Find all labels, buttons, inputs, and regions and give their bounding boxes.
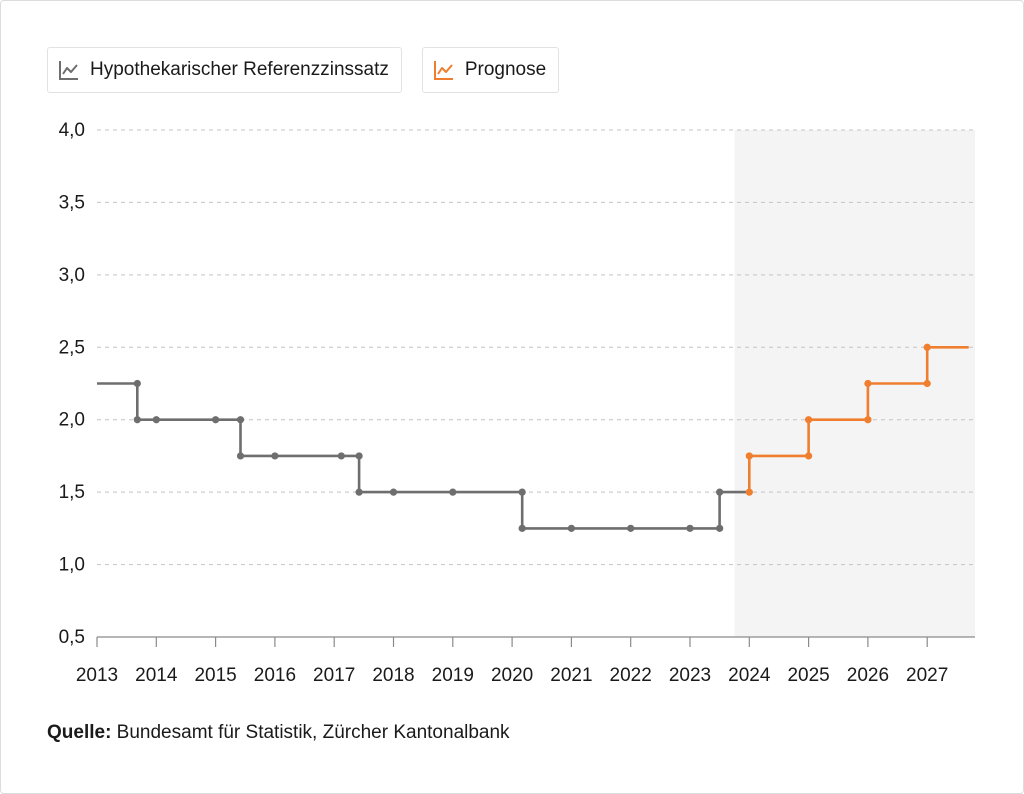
data-point — [518, 488, 526, 496]
x-tick-label: 2017 — [313, 665, 355, 686]
data-point — [567, 524, 576, 532]
x-tick-label: 2018 — [372, 665, 414, 686]
y-tick-label: 4,0 — [59, 120, 85, 141]
x-tick-label: 2020 — [491, 665, 533, 686]
data-point — [133, 379, 141, 388]
data-point — [355, 488, 363, 496]
data-point — [627, 524, 635, 532]
data-point — [745, 452, 753, 460]
y-tick-label: 3,0 — [59, 265, 85, 286]
y-tick-label: 0,5 — [59, 627, 85, 648]
x-tick-label: 2014 — [135, 665, 178, 686]
y-tick-label: 1,0 — [59, 555, 85, 576]
forecast-band — [734, 130, 975, 637]
data-point — [518, 524, 526, 532]
line-chart-icon — [58, 59, 80, 81]
data-point — [805, 452, 813, 460]
data-point — [133, 416, 141, 424]
x-tick-label: 2016 — [254, 665, 296, 686]
legend-label-reference-rate: Hypothekarischer Referenzzinssatz — [90, 59, 389, 80]
data-point — [923, 379, 931, 388]
data-point — [152, 416, 160, 424]
x-tick-label: 2022 — [610, 665, 652, 686]
data-point — [449, 488, 457, 496]
y-tick-label: 3,5 — [59, 192, 85, 213]
x-tick-label: 2021 — [550, 665, 592, 686]
data-point — [864, 416, 872, 424]
x-tick-label: 2019 — [432, 665, 474, 686]
x-tick-label: 2025 — [787, 665, 829, 686]
line-chart-icon — [433, 59, 455, 81]
data-point — [745, 488, 753, 496]
y-tick-label: 2,5 — [59, 337, 85, 358]
x-tick-label: 2013 — [76, 665, 118, 686]
x-tick-label: 2026 — [847, 665, 889, 686]
x-tick-label: 2023 — [669, 665, 711, 686]
legend: Hypothekarischer Referenzzinssatz Progno… — [47, 47, 560, 93]
legend-item-reference-rate[interactable]: Hypothekarischer Referenzzinssatz — [47, 47, 402, 93]
data-point — [923, 343, 931, 351]
data-point — [716, 488, 724, 496]
source-label: Quelle: — [47, 722, 112, 743]
y-tick-label: 2,0 — [59, 410, 85, 431]
data-point — [236, 416, 245, 424]
data-point — [686, 524, 694, 532]
data-point — [337, 452, 345, 460]
data-point — [236, 452, 245, 460]
data-point — [271, 452, 279, 460]
source-note: Quelle: Bundesamt für Statistik, Zürcher… — [47, 722, 510, 744]
source-text: Bundesamt für Statistik, Zürcher Kantona… — [111, 722, 510, 743]
series-line-1 — [97, 382, 750, 530]
x-tick-label: 2015 — [194, 665, 236, 686]
legend-item-forecast[interactable]: Prognose — [421, 47, 560, 93]
data-point — [355, 452, 363, 460]
y-tick-label: 1,5 — [59, 482, 85, 503]
data-point — [389, 488, 398, 496]
data-point — [864, 379, 872, 388]
data-point — [212, 416, 220, 424]
x-tick-label: 2024 — [728, 665, 771, 686]
data-point — [805, 416, 813, 424]
x-tick-label: 2027 — [906, 665, 948, 686]
legend-label-forecast: Prognose — [464, 59, 547, 80]
data-point — [716, 524, 724, 532]
